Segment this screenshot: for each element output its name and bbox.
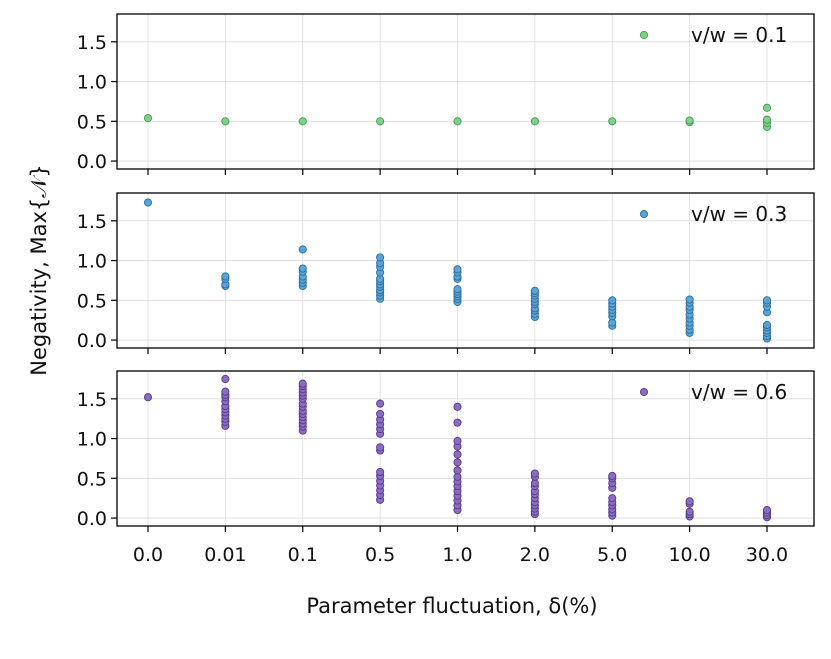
x-tick-label: 1.0 <box>442 544 472 566</box>
data-point <box>298 379 307 388</box>
data-point <box>143 198 153 207</box>
y-tick-label: 0.5 <box>77 290 107 312</box>
data-point <box>221 117 230 126</box>
data-point <box>143 114 153 123</box>
x-tick-label: 10.0 <box>668 544 710 566</box>
data-point <box>376 399 385 408</box>
data-point <box>608 296 617 305</box>
data-point <box>143 393 153 402</box>
x-tick-label: 0.0 <box>133 544 163 566</box>
panel-frame <box>116 370 815 527</box>
data-point <box>530 117 539 126</box>
data-point <box>453 402 462 411</box>
data-point <box>685 295 694 304</box>
x-tick-labels: 0.0 0.01 0.1 0.5 1.0 2.0 5.0 10.0 30.0 <box>133 544 788 566</box>
y-tick-label: 1.0 <box>77 72 107 94</box>
panel-3: 0.0 0.5 1.0 1.5 v/w = 0.6 <box>77 370 815 532</box>
y-tick-label: 1.0 <box>77 429 107 451</box>
y-tick-label: 0.0 <box>77 508 107 530</box>
data-point <box>376 443 385 452</box>
data-point <box>608 117 617 126</box>
data-point <box>453 458 462 467</box>
legend-label: v/w = 0.1 <box>691 23 787 47</box>
data-point <box>685 507 694 516</box>
data-point <box>608 471 617 480</box>
data-point <box>530 469 539 478</box>
data-point <box>221 387 230 396</box>
legend-marker <box>639 387 649 397</box>
x-tick-label: 2.0 <box>520 544 550 566</box>
data-point <box>453 450 462 459</box>
y-tick-label: 1.5 <box>77 211 107 233</box>
data-point <box>453 436 462 445</box>
x-tick-label: 5.0 <box>597 544 627 566</box>
x-tick-label: 0.5 <box>365 544 395 566</box>
legend-marker <box>639 30 649 40</box>
panel-2: 0.0 0.5 1.0 1.5 v/w = 0.3 <box>77 192 815 354</box>
legend-label: v/w = 0.6 <box>691 380 787 404</box>
data-point <box>376 117 385 126</box>
data-point <box>298 117 307 126</box>
data-point <box>298 264 307 273</box>
data-point <box>453 117 462 126</box>
data-point <box>376 467 385 476</box>
legend-label: v/w = 0.3 <box>691 202 787 226</box>
data-point <box>762 320 772 329</box>
panel-frame <box>116 192 815 349</box>
x-axis-label: Parameter fluctuation, δ(%) <box>306 594 597 618</box>
data-point <box>376 409 385 418</box>
data-point <box>762 115 772 124</box>
y-tick-label: 0.0 <box>77 330 107 352</box>
data-point <box>762 506 772 515</box>
data-point <box>762 296 772 305</box>
y-tick-label: 0.5 <box>77 111 107 133</box>
data-point <box>453 265 462 274</box>
y-tick-label: 1.5 <box>77 389 107 411</box>
data-point <box>376 253 385 262</box>
data-point <box>453 285 462 294</box>
data-point <box>685 497 694 506</box>
data-point <box>685 116 694 125</box>
data-point <box>221 374 230 383</box>
data-point <box>762 103 772 112</box>
y-tick-label: 0.0 <box>77 151 107 173</box>
x-tick-label: 0.1 <box>288 544 318 566</box>
panel-1: 0.0 0.5 1.0 1.5 v/w = 0.1 <box>77 13 815 175</box>
data-point <box>298 245 307 254</box>
data-point <box>221 272 230 281</box>
x-tick-label: 0.01 <box>204 544 246 566</box>
data-point <box>453 466 462 475</box>
data-point <box>530 286 539 295</box>
y-axis-label: Negativity, Max{𝒩} <box>27 164 51 375</box>
data-point <box>453 418 462 427</box>
panel-frame <box>116 13 815 170</box>
data-point <box>608 494 617 503</box>
x-tick-label: 30.0 <box>746 544 788 566</box>
y-tick-label: 0.5 <box>77 468 107 490</box>
y-tick-label: 1.0 <box>77 251 107 273</box>
y-tick-label: 1.5 <box>77 32 107 54</box>
panels-layer: 0.0 0.5 1.0 1.5 v/w = 0.1 0.0 0.5 1.0 1.5 v/w = 0… <box>77 13 815 532</box>
legend-marker <box>639 209 649 219</box>
